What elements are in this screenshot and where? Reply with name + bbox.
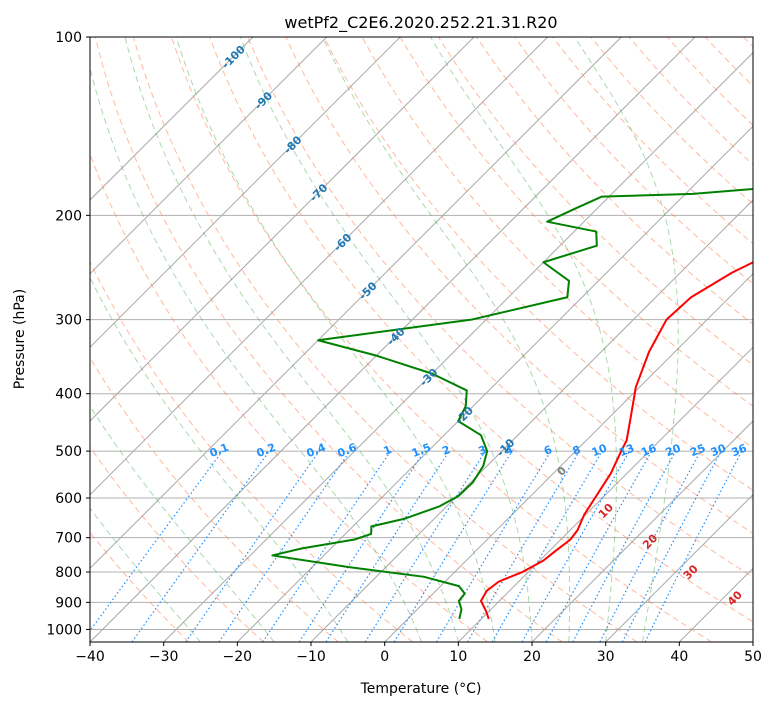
mixing-ratio-line (131, 450, 270, 642)
x-tick-label: −10 (296, 649, 326, 665)
x-tick-label: −40 (75, 649, 105, 665)
mixing-ratio-line (185, 450, 320, 642)
moist-adiabat-line (322, 37, 571, 642)
y-tick-label: 600 (55, 491, 82, 507)
dry-adiabat-line (437, 37, 753, 366)
mixing-ratio-line (325, 450, 450, 642)
isotherm-line (605, 493, 753, 642)
isotherm-line (90, 37, 549, 496)
dry-adiabat-line (361, 37, 753, 449)
mixing-ratio-label: 1 (382, 443, 394, 458)
temperature-profile-line (480, 261, 753, 620)
x-tick-label: −20 (223, 649, 253, 665)
dry-adiabat-line (90, 152, 488, 642)
isotherm-line (457, 346, 753, 642)
mixing-ratio-line (644, 450, 743, 642)
x-tick-label: 10 (449, 649, 467, 665)
plot-frame (89, 36, 754, 643)
y-tick-label: 300 (55, 313, 82, 329)
moist-adiabat-line (239, 37, 533, 642)
y-tick-label: 500 (55, 444, 82, 460)
moist-adiabat-line (90, 405, 275, 642)
line-labels: 0.1 0.2 0.4 0.6 1 1.5 2 3 4 6 8 10 13 16 20 25 30 36-100-… (208, 43, 749, 609)
y-axis: 100 200 300 400 500 600 700 800 900 1000 (46, 30, 90, 638)
dewpoint-profile-line (271, 187, 753, 620)
isotherm-line (531, 420, 753, 642)
isotherm-line (90, 37, 328, 275)
x-tick-label: −30 (149, 649, 179, 665)
moist-adiabat-line (90, 276, 349, 642)
x-tick-label: 20 (523, 649, 541, 665)
dry-adiabat-line (170, 37, 713, 642)
isotherm-line (90, 37, 401, 349)
mixing-ratio-label: 25 (688, 442, 707, 460)
mixing-ratio-line (262, 450, 392, 642)
dry-adiabat-line (247, 37, 753, 578)
y-axis-title: Pressure (hPa) (12, 289, 28, 389)
series-layer (271, 187, 753, 620)
y-tick-label: 200 (55, 208, 82, 224)
dry-adiabat-line (475, 37, 753, 325)
x-axis: −40 −30 −20 −10 0 10 20 30 40 50 (75, 642, 762, 665)
chart-title: wetPf2_C2E6.2020.252.21.31.R20 (284, 13, 557, 33)
mixing-ratio-label: 3 (476, 443, 488, 458)
y-tick-label: 1000 (46, 622, 82, 638)
y-tick-label: 900 (55, 595, 82, 611)
y-tick-label: 700 (55, 531, 82, 547)
dry-adiabat-line (94, 37, 563, 642)
mixing-ratio-label: 20 (664, 441, 683, 459)
background-lines (90, 37, 753, 642)
plot-background (90, 37, 753, 642)
isotherm-line (90, 37, 696, 642)
dry-adiabat-line (552, 37, 753, 245)
isotherm-line (90, 37, 254, 201)
moist-adiabat-line (90, 66, 422, 642)
mixing-ratio-line (572, 450, 677, 642)
dry-adiabat-line (285, 37, 753, 535)
moist-adiabat-line (175, 37, 496, 642)
mixing-ratio-label: 10 (590, 441, 609, 459)
dry-adiabat-line (132, 37, 638, 642)
x-tick-label: 0 (380, 649, 389, 665)
mixing-ratio-label: 13 (617, 442, 636, 460)
mixing-ratio-line (393, 450, 513, 642)
mixing-ratio-label: 8 (571, 443, 583, 458)
moist-adiabat-line (430, 37, 618, 642)
x-tick-label: 50 (744, 649, 762, 665)
y-tick-label: 800 (55, 565, 82, 581)
isotherm-line (163, 51, 753, 642)
dry-adiabat-line (90, 446, 264, 642)
mixing-ratio-line (521, 450, 631, 642)
isotherm-line (236, 125, 753, 642)
mixing-ratio-label: 2 (440, 443, 452, 458)
mixing-ratio-line (90, 450, 223, 632)
grid-layer (90, 37, 753, 642)
y-tick-label: 400 (55, 387, 82, 403)
x-tick-label: 40 (670, 649, 688, 665)
dry-adiabat-line (90, 260, 414, 642)
y-tick-label: 100 (55, 30, 82, 46)
x-axis-title: Temperature (°C) (360, 681, 482, 697)
mixing-ratio-label: 30 (709, 441, 728, 459)
mixing-ratio-line (298, 450, 425, 642)
mixing-ratio-line (218, 450, 351, 642)
mixing-ratio-line (545, 450, 653, 642)
moist-adiabat-line (574, 37, 679, 642)
isotherm-line (384, 272, 753, 642)
mixing-ratio-label: 36 (730, 441, 749, 459)
x-tick-label: 30 (597, 649, 615, 665)
moist-adiabat-line (124, 37, 459, 642)
isotherm-line (90, 37, 475, 422)
moist-adiabat-line (90, 507, 201, 642)
dry-adiabat-line (399, 37, 753, 407)
dry-adiabat-line (590, 37, 753, 205)
mixing-ratio-label: 16 (639, 441, 658, 459)
